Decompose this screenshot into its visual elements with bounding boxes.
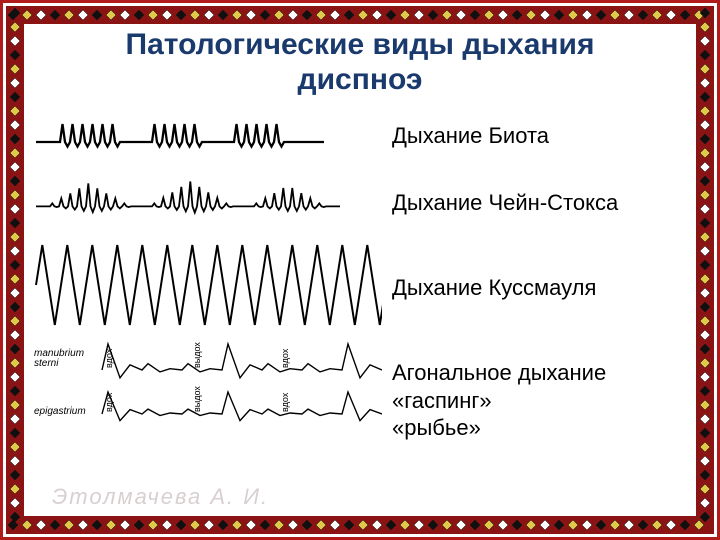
label-kussmaul: Дыхание Куссмауля (392, 275, 596, 300)
wave-agonal: вдохвыдохвдохвдохвыдохвдохmanubriumstern… (32, 338, 382, 463)
attribution: Этолмачева А. И. (52, 484, 269, 510)
pattern-list: Дыхание Биота Дыхание Чейн-Стокса Дыхани… (32, 103, 688, 463)
svg-text:выдох: выдох (192, 386, 202, 412)
label-agonal-line1: Агональное дыхание (392, 359, 688, 387)
wave-cheyne-stokes (32, 168, 382, 237)
svg-text:вдох: вдох (280, 348, 290, 368)
label-agonal-line2: «гаспинг» (392, 387, 688, 415)
svg-text:sterni: sterni (34, 358, 59, 369)
wave-kussmaul (32, 237, 382, 338)
row-kussmaul: Дыхание Куссмауля (32, 237, 688, 338)
svg-text:вдох: вдох (104, 348, 114, 368)
page-title: Патологические виды дыхания диспноэ (32, 28, 688, 97)
slide-content: Патологические виды дыхания диспноэ Дыха… (24, 24, 696, 516)
svg-text:выдох: выдох (192, 342, 202, 368)
wave-biota (32, 103, 382, 168)
label-agonal-line3: «рыбье» (392, 414, 688, 442)
row-cheyne-stokes: Дыхание Чейн-Стокса (32, 168, 688, 237)
row-agonal: вдохвыдохвдохвдохвыдохвдохmanubriumstern… (32, 338, 688, 463)
row-biota: Дыхание Биота (32, 103, 688, 168)
label-agonal: Агональное дыхание «гаспинг» «рыбье» (392, 359, 688, 442)
svg-text:epigastrium: epigastrium (34, 406, 86, 417)
svg-text:вдох: вдох (280, 392, 290, 412)
label-cheyne-stokes: Дыхание Чейн-Стокса (392, 190, 618, 215)
svg-text:вдох: вдох (104, 392, 114, 412)
title-line-2: диспноэ (298, 63, 423, 96)
label-biota: Дыхание Биота (392, 123, 549, 148)
title-line-1: Патологические виды дыхания (126, 28, 595, 61)
